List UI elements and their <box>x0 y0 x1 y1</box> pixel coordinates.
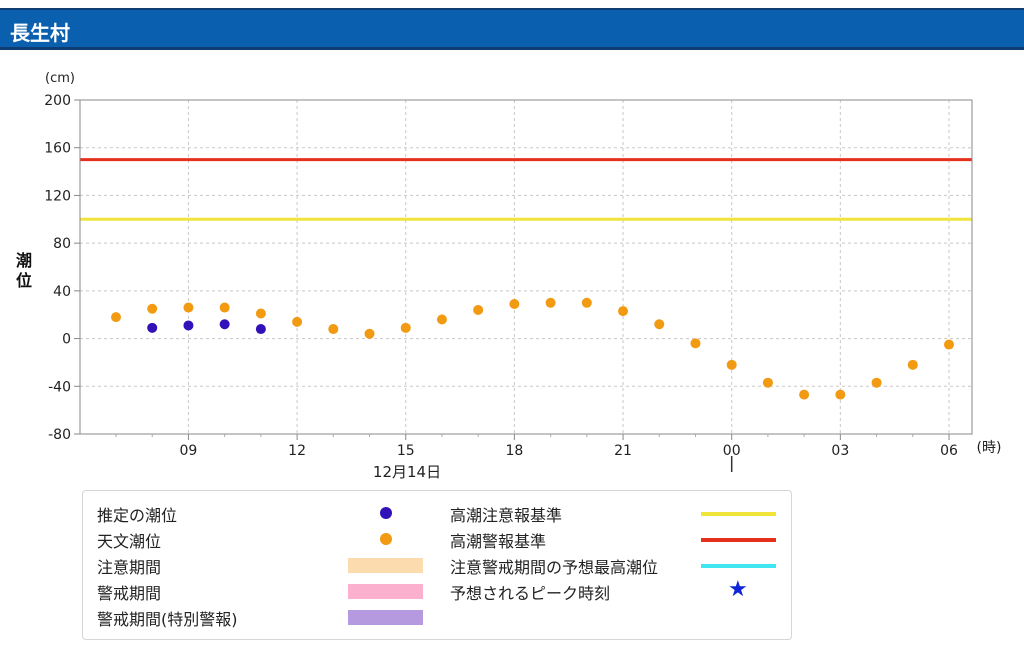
x-tick-label: 18 <box>505 443 523 459</box>
y-tick-label: 80 <box>53 236 71 252</box>
y-tick-label: 120 <box>44 188 71 204</box>
data-point <box>400 322 411 333</box>
y-axis-label: 位 <box>16 271 32 290</box>
y-axis-label: 潮 <box>16 251 32 270</box>
legend-label: 注意期間 <box>97 558 162 577</box>
data-point <box>473 304 484 315</box>
data-point <box>690 338 701 349</box>
legend-label: 予想されるピーク時刻 <box>450 584 611 603</box>
data-point <box>545 297 556 308</box>
x-tick-label: 21 <box>614 443 632 459</box>
data-point <box>835 389 846 400</box>
data-point <box>255 324 266 335</box>
x-tick-label: 12 <box>288 443 306 459</box>
legend-dot-icon <box>380 507 392 519</box>
legend-swatch <box>348 558 423 573</box>
tide-chart: 200 160 120 80 40 0 -40 -80 09 12 15 18 21 00 03 06 (cm)… <box>16 71 1001 481</box>
x-tick-label: 00 <box>723 443 741 459</box>
star-icon: ★ <box>728 577 748 602</box>
legend-line-icon <box>701 564 776 568</box>
y-tick-label: -40 <box>48 379 71 395</box>
data-point <box>292 316 303 327</box>
legend-line-icon <box>701 512 776 516</box>
data-point <box>111 312 121 323</box>
legend-line-icon <box>701 538 776 542</box>
axes: 200 160 120 80 40 0 -40 -80 09 12 15 18 21 00 03 06 (cm)… <box>16 71 1001 481</box>
station-name: 長生村 <box>10 21 70 45</box>
legend: 推定の潮位天文潮位注意期間警戒期間警戒期間(特別警報) 高潮注意報基準 高潮警報基準… <box>82 490 792 640</box>
y-tick-label: 160 <box>44 141 71 157</box>
data-point <box>147 322 158 333</box>
x-unit-label: (時) <box>977 440 1002 456</box>
data-point <box>255 308 266 319</box>
y-tick-label: -80 <box>48 427 71 443</box>
data-point <box>726 359 737 370</box>
data-point <box>183 302 194 313</box>
threshold-lines <box>80 158 972 221</box>
data-point <box>907 359 918 370</box>
data-point <box>581 297 592 308</box>
grid-lines <box>80 100 972 434</box>
data-point <box>654 319 665 330</box>
data-point <box>183 320 194 331</box>
plot-frame <box>79 99 973 435</box>
legend-label: 推定の潮位 <box>97 506 178 525</box>
legend-label: 注意警戒期間の予想最高潮位 <box>450 558 659 577</box>
x-tick-label: 03 <box>831 443 849 459</box>
data-point <box>618 306 629 317</box>
x-tick-label: 15 <box>397 443 415 459</box>
data-points <box>111 297 954 400</box>
legend-label: 高潮警報基準 <box>450 532 547 551</box>
legend-swatch <box>348 610 423 625</box>
data-point <box>147 303 158 314</box>
data-point <box>436 314 447 325</box>
data-point <box>871 377 882 388</box>
y-tick-label: 0 <box>62 332 71 348</box>
y-unit-label: (cm) <box>45 71 75 86</box>
legend-label: 天文潮位 <box>97 532 162 551</box>
legend-label: 警戒期間(特別警報) <box>97 610 238 629</box>
legend-swatch <box>348 584 423 599</box>
data-point <box>944 339 954 350</box>
x-tick-label: 09 <box>180 443 198 459</box>
data-point <box>364 328 375 339</box>
station-title-bar: 長生村 <box>0 8 1024 50</box>
data-point <box>219 302 230 313</box>
y-tick-label: 40 <box>53 284 71 300</box>
data-point <box>762 377 773 388</box>
legend-dot-icon <box>380 533 392 545</box>
data-point <box>509 298 520 309</box>
data-point <box>328 324 339 335</box>
x-tick-label: 06 <box>940 443 958 459</box>
date-label: 12月14日 <box>373 463 441 481</box>
y-tick-label: 200 <box>44 93 71 109</box>
data-point <box>799 389 810 400</box>
legend-label: 高潮注意報基準 <box>450 506 563 525</box>
data-point <box>219 319 230 330</box>
legend-label: 警戒期間 <box>97 584 162 603</box>
